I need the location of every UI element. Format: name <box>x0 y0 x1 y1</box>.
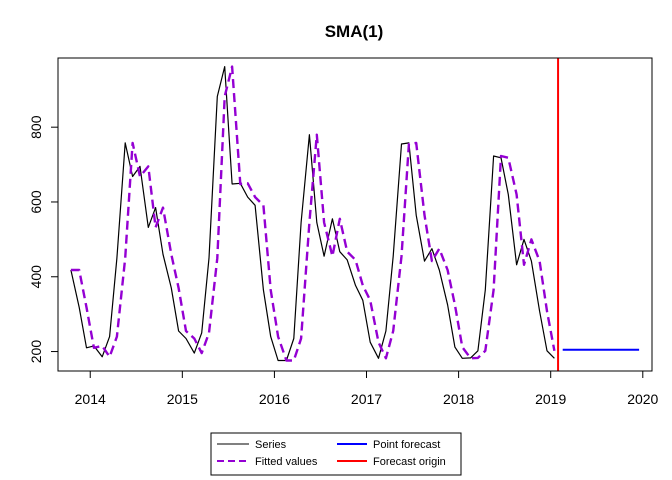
legend-label-series: Series <box>255 439 287 451</box>
legend-label-fitted-values: Fitted values <box>255 456 318 468</box>
legend: Series Fitted values Point forecast Forecas… <box>210 432 462 476</box>
x-tick-label: 2020 <box>627 391 658 407</box>
plot-frame <box>57 57 653 372</box>
fitted-values-line <box>70 65 556 362</box>
x-axis: 2014 2015 2016 2017 2018 2019 2020 <box>75 371 659 407</box>
x-tick-label: 2015 <box>167 391 198 407</box>
y-tick-label: 800 <box>28 115 44 139</box>
legend-label-forecast-origin: Forecast origin <box>373 456 446 468</box>
y-tick-label: 200 <box>28 340 44 364</box>
plot-area <box>70 58 640 371</box>
series-line <box>70 65 555 362</box>
legend-box <box>210 432 462 476</box>
chart-title: SMA(1) <box>325 22 384 41</box>
x-tick-label: 2018 <box>443 391 474 407</box>
x-tick-label: 2019 <box>535 391 566 407</box>
y-tick-label: 600 <box>28 190 44 214</box>
x-tick-label: 2014 <box>75 391 106 407</box>
y-tick-label: 400 <box>28 265 44 289</box>
y-axis: 200 400 600 800 <box>28 115 58 363</box>
x-tick-label: 2016 <box>259 391 290 407</box>
legend-label-point-forecast: Point forecast <box>373 439 440 451</box>
x-tick-label: 2017 <box>351 391 382 407</box>
